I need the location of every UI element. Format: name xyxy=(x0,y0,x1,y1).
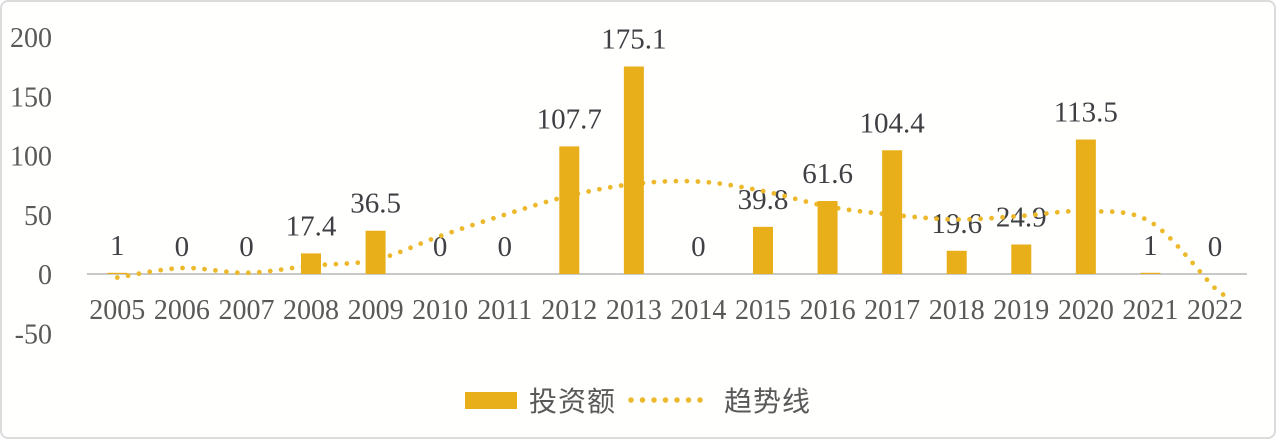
bar xyxy=(107,272,128,274)
x-axis-label: 2019 xyxy=(993,295,1049,326)
bar-value-label: 0 xyxy=(175,231,190,263)
trendline-dash-icon xyxy=(628,397,712,403)
bar xyxy=(817,201,838,274)
x-axis-label: 2020 xyxy=(1058,295,1114,326)
x-axis-label: 2022 xyxy=(1187,295,1243,326)
bar xyxy=(1075,139,1096,274)
x-axis-label: 2011 xyxy=(477,295,532,326)
bar-value-label: 175.1 xyxy=(601,24,666,56)
bar-value-label: 19.6 xyxy=(931,208,982,240)
y-axis-label: 200 xyxy=(10,23,52,54)
bar xyxy=(301,253,322,274)
y-axis-label: 50 xyxy=(24,201,52,232)
bar-value-label: 0 xyxy=(1208,231,1223,263)
x-axis-label: 2016 xyxy=(800,295,856,326)
bar xyxy=(559,146,580,274)
x-axis-label: 2009 xyxy=(348,295,404,326)
bar-value-label: 1 xyxy=(110,230,125,262)
legend-label-trendline: 趋势线 xyxy=(724,387,812,418)
x-axis-label: 2014 xyxy=(670,295,726,326)
y-axis-label: 0 xyxy=(38,260,52,291)
bar-value-label: 61.6 xyxy=(802,158,853,190)
bar xyxy=(1011,244,1032,274)
x-axis-label: 2018 xyxy=(929,295,985,326)
x-axis-label: 2005 xyxy=(89,295,145,326)
x-axis-label: 2007 xyxy=(218,295,274,326)
bar xyxy=(365,230,386,274)
x-axis-label: 2008 xyxy=(283,295,339,326)
bar xyxy=(882,150,903,274)
x-axis-label: 2021 xyxy=(1122,295,1178,326)
x-axis-label: 2010 xyxy=(412,295,468,326)
bar-value-label: 39.8 xyxy=(738,184,789,216)
legend-label-investment: 投资额 xyxy=(528,387,616,418)
x-axis-label: 2006 xyxy=(154,295,210,326)
bar-value-label: 104.4 xyxy=(860,107,926,139)
bar xyxy=(946,250,967,274)
bar-value-label: 0 xyxy=(433,231,448,263)
x-axis-label: 2017 xyxy=(864,295,920,326)
y-axis-label: 100 xyxy=(10,142,52,173)
y-axis-label: -50 xyxy=(15,319,52,350)
legend-item-trendline: 趋势线 xyxy=(626,380,811,420)
y-axis-label: 150 xyxy=(10,82,52,113)
bar-value-label: 107.7 xyxy=(537,103,602,135)
chart-legend: 投资额 趋势线 xyxy=(2,378,1274,422)
x-axis-label: 2015 xyxy=(735,295,791,326)
bar xyxy=(753,226,773,274)
bar-value-label: 1 xyxy=(1143,230,1158,262)
trend-line xyxy=(114,178,1229,298)
x-axis-label: 2012 xyxy=(541,295,597,326)
bar-value-label: 17.4 xyxy=(286,210,337,242)
bar-value-label: 0 xyxy=(691,231,706,263)
bar-value-label: 0 xyxy=(239,231,254,263)
x-axis-label: 2013 xyxy=(606,295,662,326)
bar xyxy=(1140,272,1161,274)
bar-series-swatch-icon xyxy=(464,391,517,409)
bar-value-label: 113.5 xyxy=(1054,97,1118,129)
bar-value-label: 0 xyxy=(497,231,512,263)
bar xyxy=(623,66,644,274)
legend-item-investment: 投资额 xyxy=(464,380,616,420)
bar-value-label: 36.5 xyxy=(350,188,401,220)
